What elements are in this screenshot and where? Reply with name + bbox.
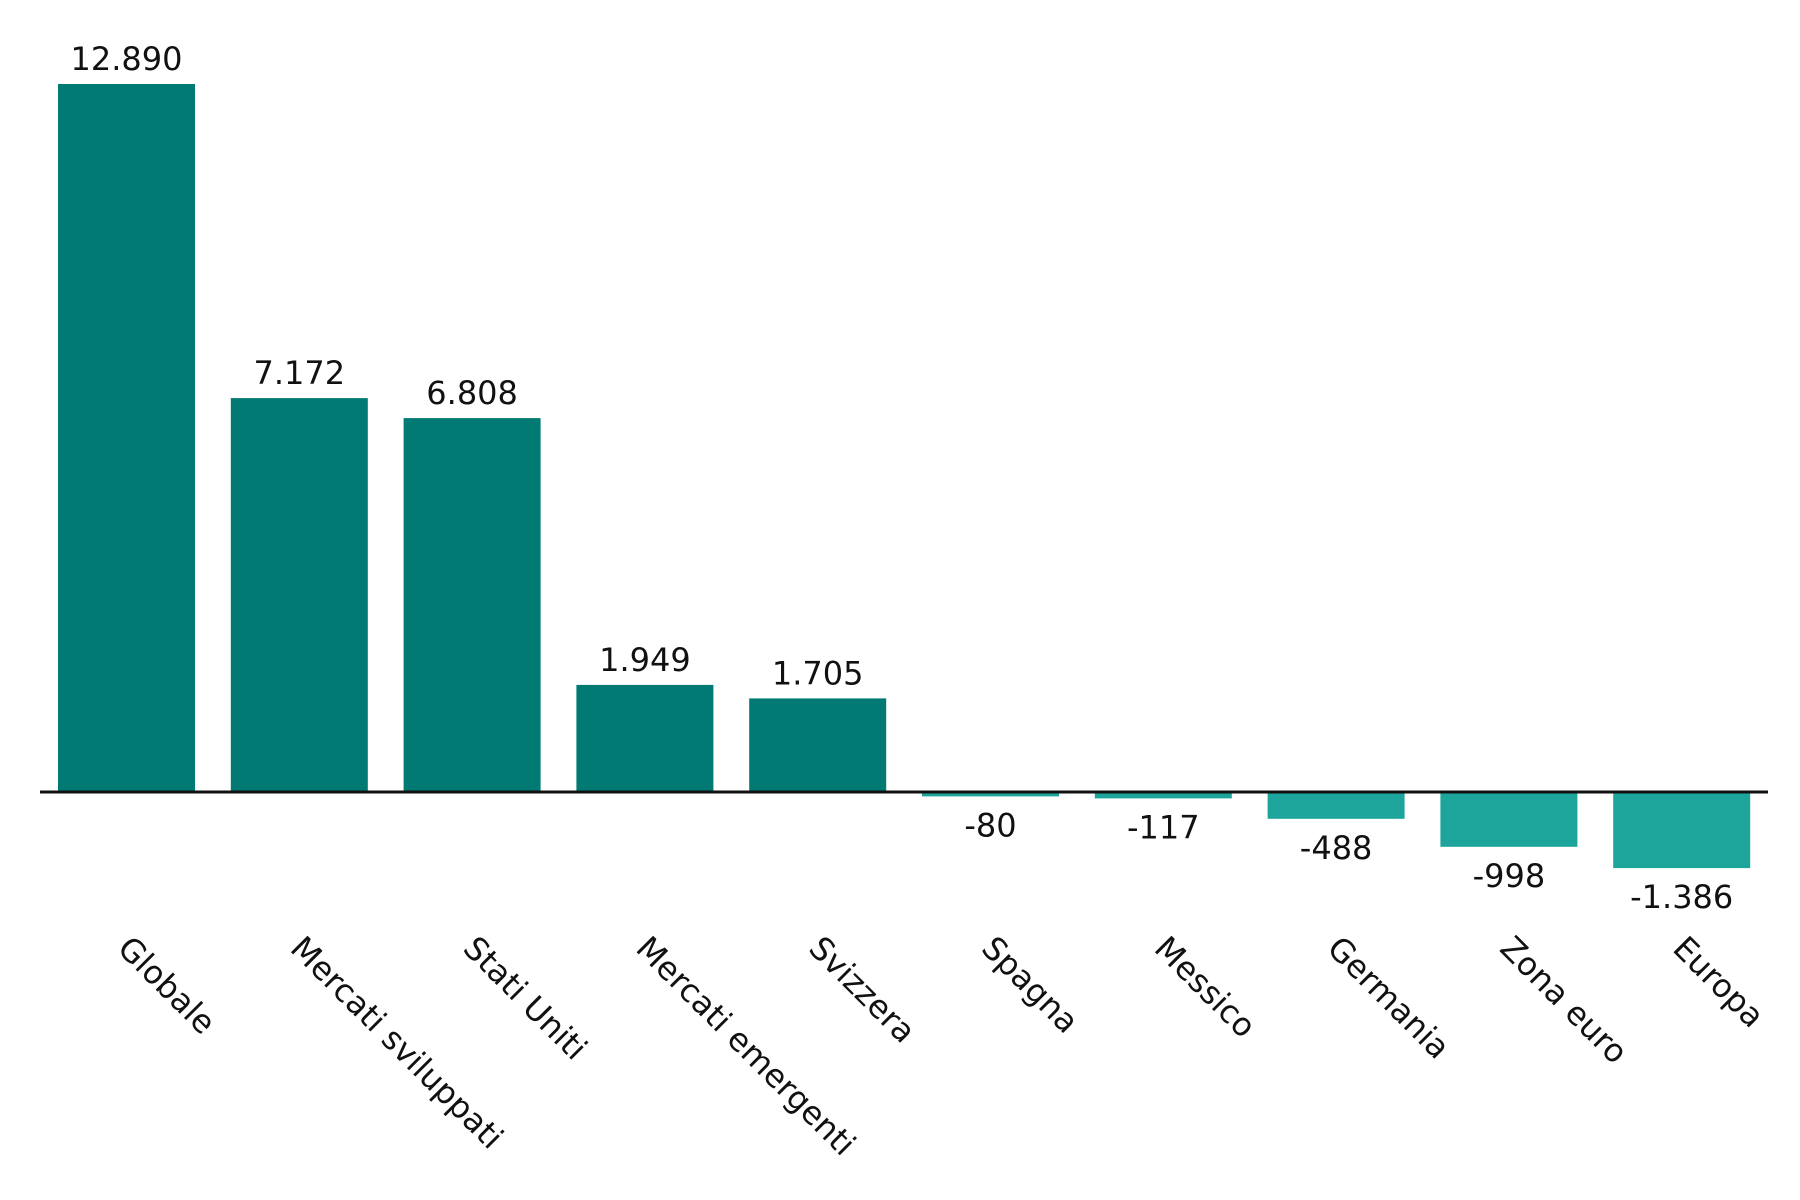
value-label: -80 (964, 806, 1016, 844)
bar-spagna (922, 792, 1059, 797)
value-labels-group: 12.890 7.172 6.808 1.949 1.705 -80 -117 -488 -99… (71, 40, 1734, 916)
category-label: Messico (1147, 929, 1263, 1045)
bar-globale (58, 84, 195, 792)
value-label: 12.890 (71, 40, 183, 78)
value-label: 6.808 (426, 374, 518, 412)
category-label: Zona euro (1493, 929, 1636, 1072)
bar-mercati-sviluppati (230, 398, 368, 792)
bar-messico (1094, 792, 1232, 799)
bar-germania (1267, 792, 1405, 819)
category-label: Europa (1666, 929, 1772, 1035)
category-label: Spagna (974, 929, 1086, 1041)
bar-europa (1613, 792, 1751, 869)
value-label: 7.172 (253, 354, 345, 392)
category-label: Globale (110, 929, 223, 1042)
value-label: -117 (1127, 808, 1200, 846)
value-label: 1.705 (772, 654, 864, 692)
bars-group (58, 84, 1751, 869)
value-label: -488 (1300, 829, 1373, 867)
category-label: Stati Uniti (456, 929, 595, 1068)
value-label: 1.949 (599, 641, 691, 679)
category-label: Germania (1320, 929, 1458, 1067)
value-label: -1.386 (1630, 878, 1733, 916)
bar-zona-euro (1440, 792, 1578, 847)
bar-mercati-emergenti (576, 684, 714, 792)
value-label: -998 (1473, 857, 1546, 895)
bar-svizzera (749, 698, 887, 792)
bar-stati-uniti (403, 418, 541, 792)
category-label: Svizzera (802, 929, 924, 1051)
